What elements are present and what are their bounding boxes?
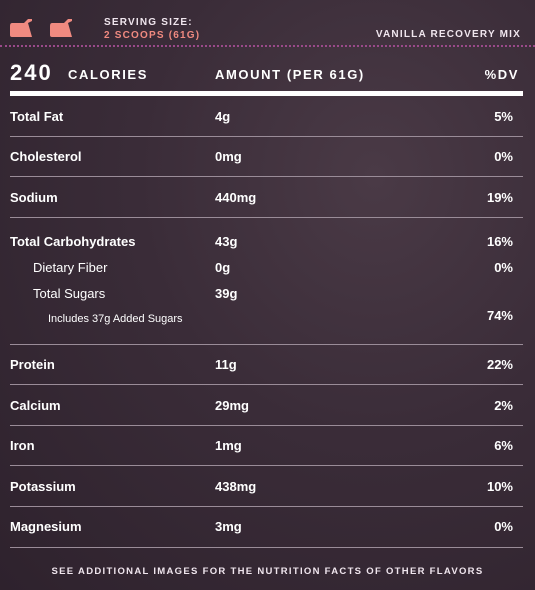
row-divider [10,547,523,548]
label-header: SERVING SIZE: 2 SCOOPS (61G) VANILLA REC… [0,0,535,50]
nutrient-amount: 29mg [215,398,249,413]
nutrient-amount: 1mg [215,438,242,453]
nutrient-dv: 19% [486,190,513,205]
row-divider [10,384,523,385]
nutrient-name: Total Carbohydrates [10,234,136,249]
nutrient-name: Calcium [10,398,61,413]
nutrient-name: Total Sugars [33,286,106,301]
nutrient-name: Magnesium [10,519,82,534]
nutrient-name: Total Fat [10,109,64,124]
amount-header: AMOUNT (PER 61G) [215,67,365,82]
nutrient-amount: 39g [215,286,238,301]
nutrient-amount: 11g [215,357,237,372]
nutrient-amount: 4g [215,109,231,124]
product-name: VANILLA RECOVERY MIX [375,29,521,40]
nutrient-name: Iron [10,438,35,453]
footer-note: SEE ADDITIONAL IMAGES FOR THE NUTRITION … [51,566,484,577]
nutrient-name: Protein [10,357,55,372]
nutrient-amount: 440mg [215,190,257,205]
nutrient-dv: 22% [486,357,513,372]
calories-label: CALORIES [68,67,148,82]
nutrient-amount: 43g [215,234,238,249]
row-divider [10,465,523,466]
nutrient-amount: 3mg [215,519,242,534]
row-divider [10,506,523,507]
nutrient-dv: 0% [494,260,513,275]
calories-row: 240 CALORIES AMOUNT (PER 61G) %DV [10,60,523,88]
nutrient-name: Cholesterol [10,149,82,164]
calories-value: 240 [10,60,53,85]
nutrient-amount: 438mg [215,479,257,494]
calories-divider [10,91,523,96]
scoop-icon [10,19,72,37]
row-divider [10,176,523,177]
nutrient-dv: 2% [494,398,513,413]
header-divider [0,45,535,47]
nutrient-dv: 16% [486,234,513,249]
nutrient-amount: 0mg [215,149,242,164]
nutrient-dv: 5% [494,109,513,124]
serving-size-label: SERVING SIZE: [104,17,193,28]
nutrient-name: Potassium [10,479,76,494]
row-divider [10,217,523,218]
nutrient-amount: 0g [215,260,231,275]
dv-header: %DV [484,67,519,82]
row-divider [10,344,523,345]
nutrient-dv: 0% [494,149,513,164]
serving-size: SERVING SIZE: 2 SCOOPS (61G) [104,16,200,42]
row-divider [10,136,523,137]
nutrient-name: Sodium [10,190,58,205]
nutrient-dv: 74% [486,308,513,323]
nutrient-name: Includes 37g Added Sugars [48,313,183,325]
nutrient-dv: 10% [486,479,513,494]
nutrient-name: Dietary Fiber [33,260,108,275]
serving-size-value: 2 SCOOPS (61G) [104,30,201,41]
row-divider [10,425,523,426]
nutrient-dv: 6% [494,438,513,453]
nutrient-dv: 0% [494,519,513,534]
